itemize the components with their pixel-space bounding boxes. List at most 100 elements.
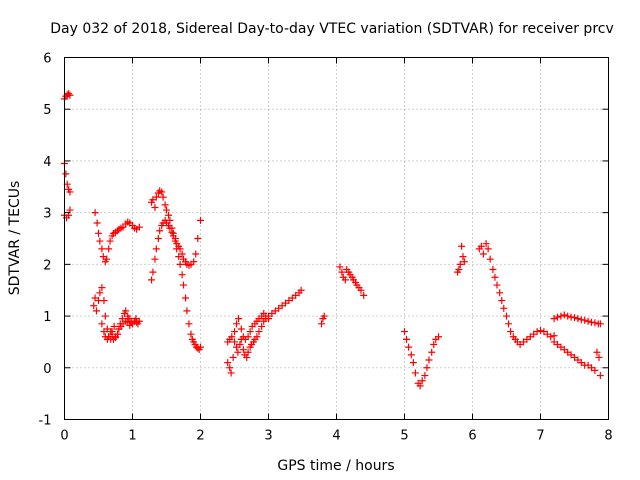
y-tick-label: 5 [43,103,51,118]
series-arc-12 [475,240,558,349]
data-point [493,281,501,289]
data-point [533,328,541,336]
data-point [486,255,494,263]
data-point [163,206,170,214]
data-point [133,318,141,326]
data-point [151,255,159,263]
data-point [112,334,119,342]
data-point [234,348,242,356]
data-point [491,273,499,281]
data-point [258,322,266,330]
data-point [430,341,438,349]
data-point [237,325,245,333]
y-tick-label: 2 [43,258,51,273]
data-point [100,297,108,305]
data-point [235,315,243,323]
data-point [152,193,160,201]
data-point [425,356,433,364]
data-point [458,242,466,250]
data-point [158,188,166,196]
data-point [336,263,344,271]
y-tick-label: 0 [43,362,51,377]
data-point [226,364,234,372]
data-point [584,317,592,325]
data-point [190,258,198,266]
data-point [149,268,157,276]
data-point [423,364,431,372]
data-point [171,237,179,245]
data-point [564,312,572,320]
data-point [176,260,184,268]
data-point [557,312,565,320]
x-tick-label: 4 [332,429,340,444]
series-arc-11 [454,242,468,276]
data-point [318,320,326,328]
data-point [244,348,252,356]
data-point [224,359,232,367]
data-point [581,316,589,324]
data-point [228,333,236,341]
data-point [411,369,419,377]
data-point [550,315,558,323]
data-point [183,307,191,315]
series-arc-14 [550,338,604,380]
x-tick-label: 3 [264,429,272,444]
data-point [255,328,263,336]
data-point [407,351,415,359]
data-point [66,188,74,196]
data-point [236,341,244,349]
series-arc-1a [61,90,74,103]
data-point [180,281,187,289]
data-point [185,320,193,328]
data-point [227,369,235,377]
data-point [110,322,118,330]
x-tick-label: 6 [468,429,476,444]
data-point [435,333,442,341]
y-axis-label: SDTVAR / TECUs [7,181,23,296]
data-point [547,333,555,341]
data-point [418,377,426,385]
data-point [596,372,604,380]
data-point [591,319,599,327]
data-point [246,328,254,336]
data-point [101,312,109,320]
data-point [166,224,174,232]
data-point [244,333,252,341]
data-point [161,201,169,209]
data-point [489,266,497,274]
series-arc-8 [318,312,328,328]
series-arc-9 [336,263,368,299]
data-point [231,338,238,346]
data-point [405,343,413,351]
data-point [187,330,195,338]
data-point [98,245,106,253]
data-point [96,237,104,245]
data-point [229,353,237,361]
data-point [550,332,558,340]
data-point [428,348,436,356]
data-point [455,266,463,274]
data-point [409,359,417,367]
data-point [507,328,515,336]
data-point [194,235,202,242]
data-point [503,312,510,320]
data-point [156,227,164,235]
data-point [537,327,544,335]
series-arc-13 [550,311,604,328]
x-tick-label: 1 [128,429,136,444]
data-point [403,335,411,343]
data-point [65,90,73,98]
data-point [593,348,601,356]
data-point [265,315,272,323]
data-point [90,302,98,310]
data-point [560,311,568,319]
data-point [505,320,513,328]
data-point [338,268,346,276]
data-point [401,328,408,336]
series-arc-5b [148,216,204,354]
data-point [175,253,183,261]
data-point [416,382,424,390]
data-point [479,250,487,258]
data-point [595,353,603,361]
